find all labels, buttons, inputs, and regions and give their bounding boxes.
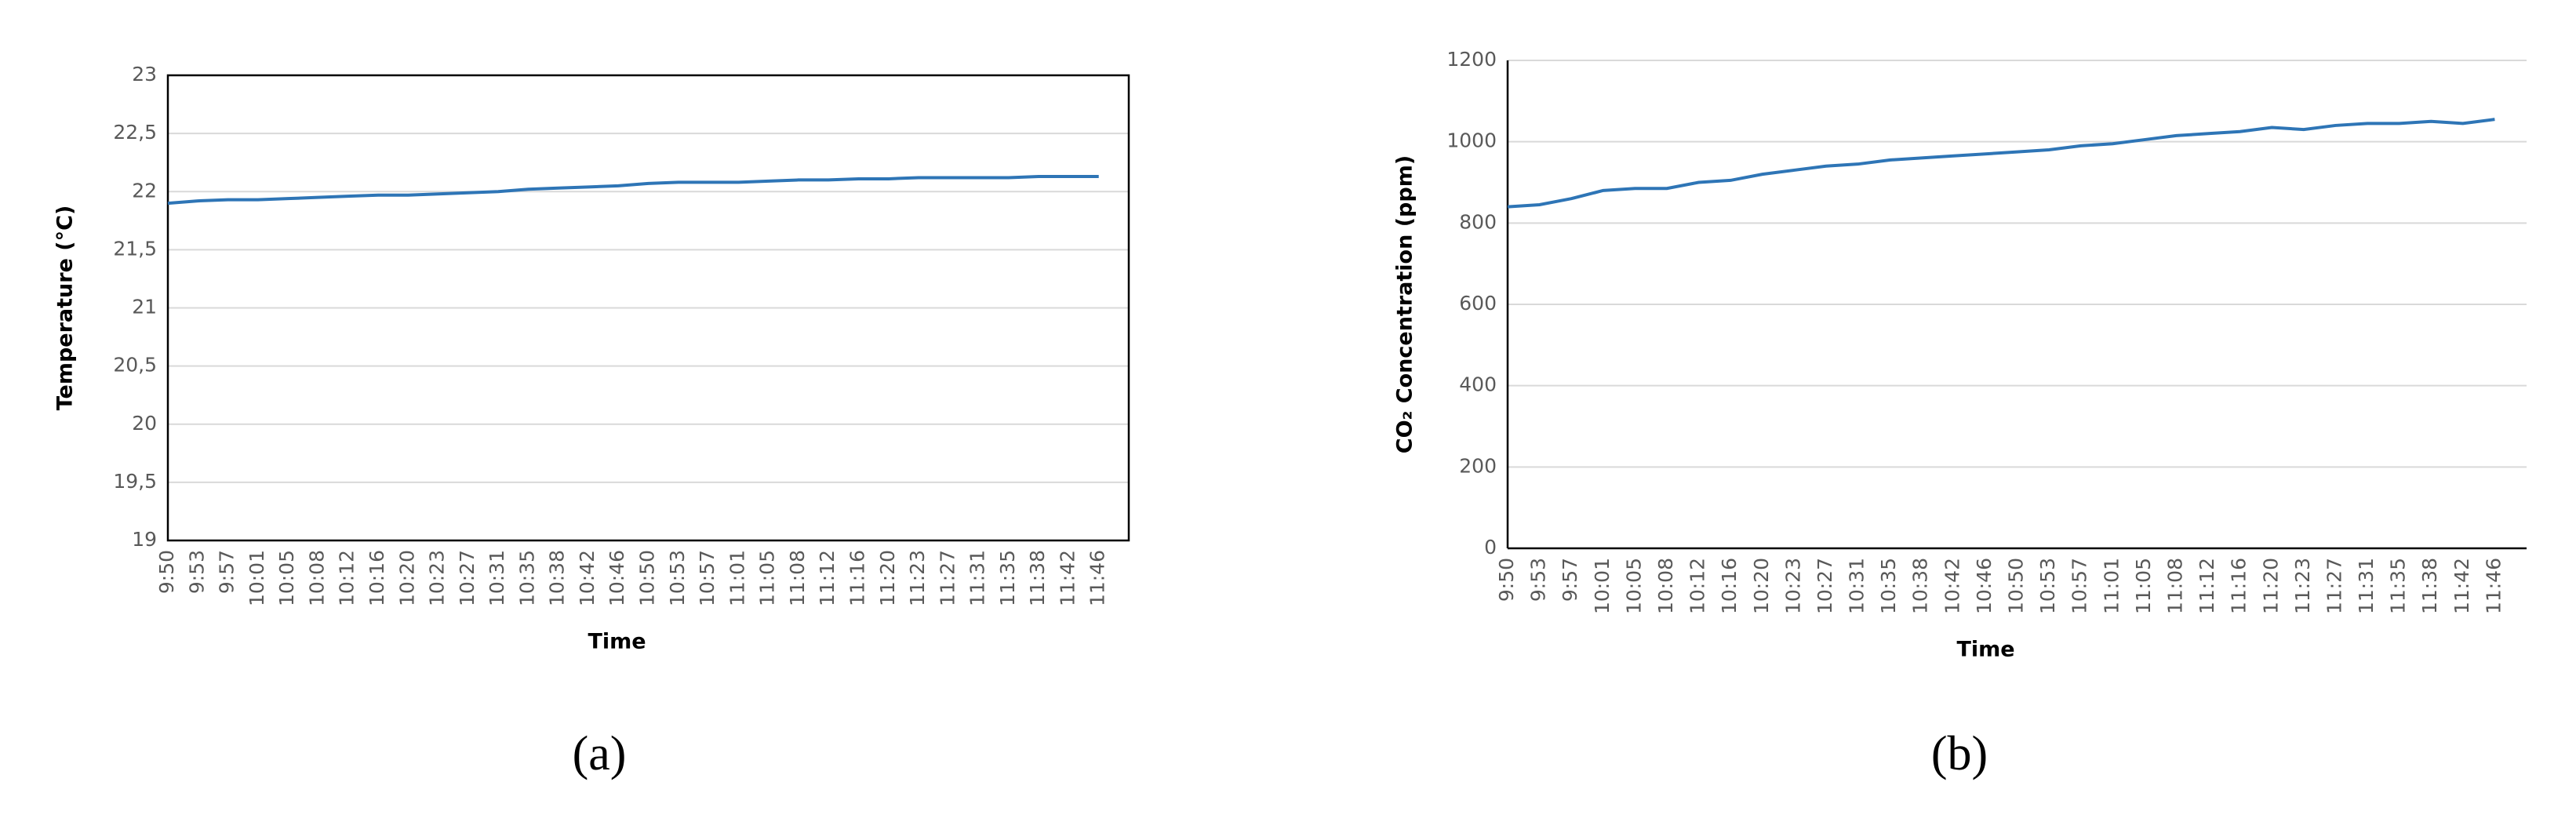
x-tick-label: 10:16	[366, 550, 388, 606]
x-tick-label: 9:57	[216, 550, 238, 594]
x-tick-label: 11:31	[966, 550, 989, 606]
x-tick-label: 10:35	[1877, 558, 1900, 614]
y-tick-label: 22	[132, 179, 157, 202]
y-tick-label: 23	[132, 63, 157, 86]
x-tick-label: 11:31	[2355, 558, 2378, 614]
x-tick-label: 10:57	[2068, 558, 2091, 614]
x-tick-label: 10:42	[1941, 558, 1963, 614]
x-tick-label: 11:08	[2163, 558, 2186, 614]
x-tick-label: 11:23	[2291, 558, 2314, 614]
x-tick-label: 11:27	[936, 550, 959, 606]
x-axis-title: Time	[588, 630, 646, 654]
x-tick-label: 11:27	[2323, 558, 2345, 614]
x-tick-label: 10:38	[546, 550, 569, 606]
x-tick-label: 9:57	[1559, 558, 1581, 602]
x-tick-label: 10:27	[1814, 558, 1836, 614]
x-tick-label: 10:31	[1846, 558, 1868, 614]
x-tick-label: 10:08	[1654, 558, 1677, 614]
plot-frame	[166, 74, 1130, 542]
data-line	[167, 174, 1099, 206]
caption: (b)	[1931, 727, 1988, 781]
x-tick-label: 10:12	[1686, 558, 1709, 614]
x-tick-label: 11:01	[2100, 558, 2123, 614]
y-tick-label: 19	[132, 528, 157, 551]
x-tick-label: 10:23	[426, 550, 449, 606]
x-tick-label: 10:08	[305, 550, 328, 606]
x-tick-label: 11:12	[2196, 558, 2218, 614]
x-tick-label: 11:01	[726, 550, 748, 606]
x-tick-label: 10:53	[2036, 558, 2059, 614]
x-tick-label: 10:31	[486, 550, 508, 606]
x-tick-label: 11:05	[2132, 558, 2155, 614]
x-tick-label: 10:20	[395, 550, 418, 606]
x-tick-label: 9:50	[1495, 558, 1518, 602]
y-tick-label: 1200	[1446, 48, 1497, 71]
x-tick-label: 10:05	[275, 550, 298, 606]
y-tick-label: 21	[132, 296, 157, 318]
x-tick-label: 11:08	[786, 550, 809, 606]
x-tick-label: 11:46	[2482, 558, 2505, 614]
y-tick-label: 22,5	[113, 121, 157, 144]
x-tick-label: 9:53	[1527, 558, 1550, 602]
x-tick-label: 11:35	[2387, 558, 2410, 614]
x-tick-label: 10:12	[336, 550, 358, 606]
x-tick-label: 11:16	[2228, 558, 2250, 614]
x-tick-label: 10:50	[2005, 558, 2028, 614]
x-tick-label: 10:01	[1591, 558, 1614, 614]
x-tick-label: 11:38	[1026, 550, 1049, 606]
x-axis-title: Time	[1956, 638, 2014, 662]
x-tick-label: 10:46	[606, 550, 628, 606]
x-tick-label: 11:35	[996, 550, 1019, 606]
x-tick-label: 11:20	[2259, 558, 2282, 614]
y-tick-label: 800	[1459, 210, 1497, 233]
x-tick-label: 11:46	[1086, 550, 1109, 606]
data-line	[1507, 118, 2495, 209]
x-tick-label: 11:42	[2450, 558, 2473, 614]
y-tick-label: 0	[1484, 536, 1497, 559]
x-tick-label: 11:23	[906, 550, 929, 606]
y-axis-title: CO₂ Concentration (ppm)	[1393, 155, 1417, 453]
x-tick-label: 10:23	[1781, 558, 1804, 614]
y-tick-label: 19,5	[113, 470, 157, 493]
x-tick-label: 10:20	[1750, 558, 1773, 614]
x-tick-label: 10:16	[1718, 558, 1741, 614]
y-tick-label: 600	[1459, 292, 1497, 315]
y-tick-label: 1000	[1446, 129, 1497, 152]
y-tick-label: 400	[1459, 373, 1497, 396]
x-tick-label: 10:57	[696, 550, 719, 606]
x-tick-label: 10:27	[456, 550, 478, 606]
x-tick-label: 10:42	[576, 550, 599, 606]
y-tick-label: 20,5	[113, 354, 157, 377]
x-tick-label: 10:53	[666, 550, 689, 606]
x-tick-label: 10:46	[1973, 558, 1996, 614]
y-tick-label: 200	[1459, 454, 1497, 477]
x-tick-label: 9:53	[185, 550, 208, 594]
x-tick-label: 10:50	[636, 550, 659, 606]
x-tick-label: 10:35	[515, 550, 538, 606]
x-tick-label: 11:42	[1056, 550, 1079, 606]
x-tick-label: 11:20	[876, 550, 899, 606]
x-tick-label: 9:50	[155, 550, 178, 594]
x-tick-label: 10:05	[1622, 558, 1645, 614]
y-tick-label: 21,5	[113, 237, 157, 260]
x-tick-label: 10:01	[246, 550, 268, 606]
x-tick-label: 11:38	[2418, 558, 2441, 614]
caption: (a)	[573, 727, 627, 781]
x-tick-label: 11:16	[846, 550, 868, 606]
y-tick-label: 20	[132, 412, 157, 435]
x-tick-label: 11:12	[816, 550, 839, 606]
x-tick-label: 11:05	[756, 550, 779, 606]
x-tick-label: 10:38	[1909, 558, 1932, 614]
y-axis-title: Temperature (°C)	[53, 206, 78, 411]
